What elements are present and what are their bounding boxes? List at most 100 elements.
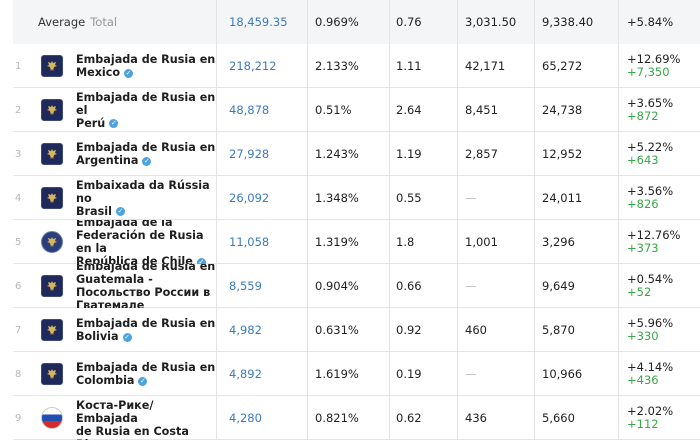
- c-value: 3,296: [534, 220, 618, 264]
- account-name-line[interactable]: Embaixada da Rússia no: [76, 178, 210, 205]
- table-row[interactable]: 5 Embajada de la Federación de Rusia en la…: [13, 220, 700, 264]
- growth-percent: +4.14%: [627, 360, 674, 374]
- account-name[interactable]: Embajada de Rusia en Argentina ✓: [76, 132, 216, 176]
- c-value: 24,011: [534, 176, 618, 220]
- account-name-line[interactable]: Посольство России в: [76, 396, 210, 399]
- account-name-line[interactable]: Argentina: [76, 154, 139, 167]
- growth-cell: +12.69% +7,350: [618, 44, 700, 88]
- account-name-line[interactable]: Colombia: [76, 374, 135, 387]
- table-row[interactable]: 4 Embaixada da Rússia no Brasil ✓ 26,092 1.34…: [13, 176, 700, 220]
- average-label: Average: [38, 15, 86, 29]
- er-value: 1.619%: [307, 352, 389, 396]
- avatar-cell: [41, 88, 65, 132]
- account-name-line[interactable]: Brasil: [76, 204, 112, 218]
- table-row[interactable]: 7 Embajada de Rusia en Bolivia ✓ 4,982 0.631%…: [13, 308, 700, 352]
- embassy-eagle-icon[interactable]: [41, 99, 63, 121]
- account-name[interactable]: Посольство России вКоста-Рике/ Embajadad…: [76, 396, 216, 440]
- growth-absolute: +643: [627, 153, 659, 167]
- table-row[interactable]: 1 Embajada de Rusia en Mexico ✓ 218,212 2.133…: [13, 44, 700, 88]
- c-value: 9,649: [534, 264, 618, 308]
- account-name-line[interactable]: Embajada de la: [76, 220, 173, 229]
- account-name-line[interactable]: Bolivia: [76, 330, 119, 343]
- er-value: 1.319%: [307, 220, 389, 264]
- table-row[interactable]: 9 Посольство России вКоста-Рике/ Embajada…: [13, 396, 700, 440]
- average-growth: +5.84%: [618, 0, 700, 44]
- b-value: 2,857: [457, 132, 534, 176]
- average-b: 3,031.50: [457, 0, 534, 44]
- account-name-line[interactable]: Embajada de Rusia en: [76, 264, 216, 273]
- table-row[interactable]: 8 Embajada de Rusia en Colombia ✓ 4,892 1.619…: [13, 352, 700, 396]
- verified-check-icon: ✓: [196, 257, 206, 264]
- table-row[interactable]: 3 Embajada de Rusia en Argentina ✓ 27,928 1.2…: [13, 132, 700, 176]
- growth-percent: +3.56%: [627, 184, 674, 198]
- a-value: 1.11: [389, 44, 457, 88]
- account-name[interactable]: Embajada de Rusia en Bolivia ✓: [76, 308, 216, 352]
- growth-percent: +5.96%: [627, 316, 674, 330]
- growth-percent: +5.22%: [627, 140, 674, 154]
- account-name-line[interactable]: Perú: [76, 116, 106, 130]
- growth-percent: +12.76%: [627, 228, 681, 242]
- account-name-line[interactable]: Embajada de Rusia en: [76, 141, 216, 154]
- growth-cell: +5.96% +330: [618, 308, 700, 352]
- growth-absolute: +826: [627, 197, 659, 211]
- row-number: 8: [15, 368, 22, 380]
- growth-percent: +3.65%: [627, 96, 674, 110]
- row-number: 5: [15, 236, 22, 248]
- verified-check-icon: ✓: [142, 156, 152, 166]
- account-name[interactable]: Embajada de Rusia en Guatemala - Посольств…: [76, 264, 216, 308]
- account-name-line[interactable]: Коста-Рике/ Embajada: [76, 398, 154, 425]
- avatar-cell: [41, 352, 65, 396]
- average-c: 9,338.40: [534, 0, 618, 44]
- growth-absolute: +330: [627, 329, 659, 343]
- c-value: 12,952: [534, 132, 618, 176]
- account-name-line[interactable]: Embajada de Rusia en: [76, 317, 216, 330]
- average-followers: 18,459.35: [216, 0, 307, 44]
- total-label[interactable]: Total: [90, 15, 118, 29]
- row-number: 3: [15, 148, 22, 160]
- average-row: Average Total 18,459.35 0.969% 0.76 3,03…: [13, 0, 700, 44]
- embassy-eagle-icon[interactable]: [41, 187, 63, 209]
- average-er: 0.969%: [307, 0, 389, 44]
- account-name[interactable]: Embaixada da Rússia no Brasil ✓: [76, 176, 216, 220]
- account-name[interactable]: Embajada de Rusia en el Perú ✓: [76, 88, 216, 132]
- embassy-eagle-icon[interactable]: [41, 407, 63, 429]
- account-name-line[interactable]: Гватемале: [76, 299, 145, 308]
- er-value: 1.243%: [307, 132, 389, 176]
- growth-cell: +5.22% +643: [618, 132, 700, 176]
- account-name[interactable]: Embajada de la Federación de Rusia en la R…: [76, 220, 216, 264]
- account-name-line[interactable]: Mexico: [76, 66, 121, 79]
- embassy-eagle-icon[interactable]: [41, 363, 63, 385]
- embassy-eagle-icon[interactable]: [41, 319, 63, 341]
- account-name-line[interactable]: Guatemala -: [76, 273, 153, 286]
- avatar-cell: [41, 220, 65, 264]
- table-row[interactable]: 6 Embajada de Rusia en Guatemala - Посольст…: [13, 264, 700, 308]
- embassy-eagle-icon[interactable]: [41, 55, 63, 77]
- account-name-line[interactable]: República de Chile: [76, 255, 193, 264]
- growth-cell: +2.02% +112: [618, 396, 700, 440]
- embassy-eagle-icon[interactable]: [41, 275, 63, 297]
- growth-percent: +0.54%: [627, 272, 674, 286]
- table-row[interactable]: 2 Embajada de Rusia en el Perú ✓ 48,878 0.51%…: [13, 88, 700, 132]
- account-name-line[interactable]: de Rusia en Costa Rica: [76, 424, 189, 441]
- account-name[interactable]: Embajada de Rusia en Colombia ✓: [76, 352, 216, 396]
- verified-check-icon: ✓: [122, 332, 132, 342]
- row-number: 6: [15, 280, 22, 292]
- c-value: 65,272: [534, 44, 618, 88]
- b-value: 8,451: [457, 88, 534, 132]
- account-name-line[interactable]: Federación de Rusia en la: [76, 229, 204, 255]
- embassy-eagle-icon[interactable]: [41, 231, 63, 253]
- account-name[interactable]: Embajada de Rusia en Mexico ✓: [76, 44, 216, 88]
- a-value: 2.64: [389, 88, 457, 132]
- growth-absolute: +52: [627, 285, 652, 299]
- account-name-line[interactable]: Посольство России в: [76, 286, 211, 299]
- account-name-line[interactable]: Embajada de Rusia en: [76, 361, 216, 374]
- followers-value: 4,280: [216, 396, 307, 440]
- growth-percent: +12.69%: [627, 52, 681, 66]
- a-value: 1.19: [389, 132, 457, 176]
- embassy-eagle-icon[interactable]: [41, 143, 63, 165]
- growth-absolute: +112: [627, 417, 659, 431]
- followers-value: 48,878: [216, 88, 307, 132]
- account-name-line[interactable]: Embajada de Rusia en: [76, 53, 216, 66]
- account-name-line[interactable]: Embajada de Rusia en el: [76, 90, 216, 117]
- er-value: 0.51%: [307, 88, 389, 132]
